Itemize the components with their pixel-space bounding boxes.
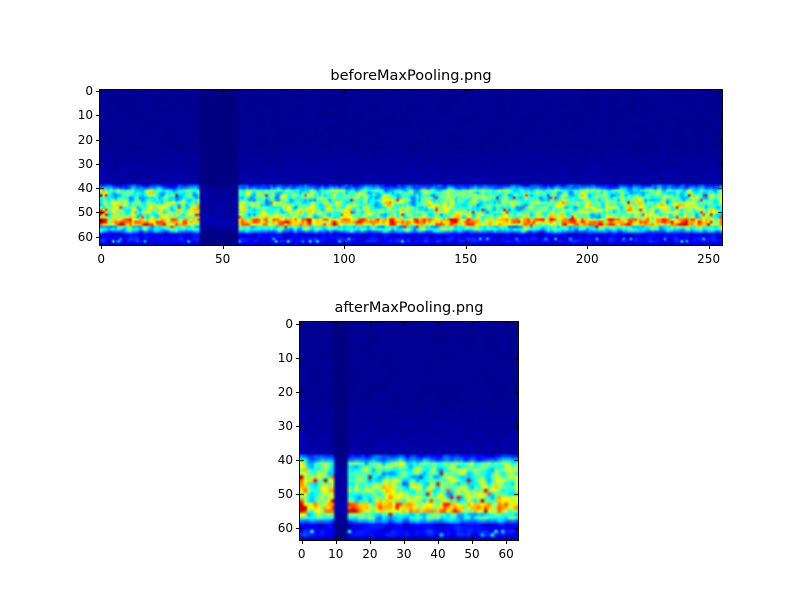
y-tick-label: 20 [277,384,293,399]
y-tick-label: 10 [277,350,293,365]
x-tick-label: 250 [697,252,721,266]
x-tick-mark [302,541,303,544]
y-tick-label: 0 [85,84,93,99]
y-tick-label: 60 [77,229,93,244]
x-tick-label: 60 [498,547,514,561]
x-tick-mark [101,246,102,249]
y-tick-label: 0 [285,316,293,331]
x-tick-mark [438,541,439,544]
x-tick-mark [223,246,224,249]
y-tick-mark [296,392,299,393]
x-tick-mark [709,246,710,249]
x-tick-label: 0 [297,547,306,561]
x-tick-label: 20 [362,547,378,561]
x-tick-mark [587,246,588,249]
plot-after-maxpooling: afterMaxPooling.png 0 10 20 30 40 50 60 0 10 20 30… [278,300,519,561]
plot-title-before: beforeMaxPooling.png [330,68,492,84]
x-tick-label: 200 [575,252,599,266]
x-tick-label: 100 [332,252,356,266]
x-tick-label: 50 [464,547,480,561]
x-tick-mark [370,541,371,544]
y-tick-label: 60 [277,521,293,536]
x-tick-label: 40 [430,547,446,561]
y-tick-label: 30 [77,156,93,171]
y-tick-mark [296,528,299,529]
heatmap-canvas-before [99,89,723,246]
x-tick-mark [336,541,337,544]
plot-title-after: afterMaxPooling.png [334,300,484,316]
y-tick-mark [96,140,99,141]
x-tick-label: 50 [215,252,231,266]
y-tick-mark [96,164,99,165]
x-tick-mark [506,541,507,544]
y-tick-mark [296,460,299,461]
x-tick-label: 150 [454,252,478,266]
x-tick-label: 10 [328,547,344,561]
y-tick-mark [96,115,99,116]
x-tick-mark [404,541,405,544]
x-tick-mark [344,246,345,249]
y-tick-label: 40 [77,181,93,196]
y-tick-mark [296,494,299,495]
y-tick-mark [296,426,299,427]
y-tick-mark [96,212,99,213]
y-tick-label: 40 [277,452,293,467]
y-tick-label: 30 [277,418,293,433]
y-tick-label: 50 [277,487,293,502]
y-tick-mark [96,237,99,238]
x-tick-label: 0 [97,252,106,266]
y-tick-label: 50 [77,205,93,220]
y-tick-mark [296,358,299,359]
plot-before-maxpooling: beforeMaxPooling.png 0 50 100 150 200 250 0 10 2… [78,68,723,266]
y-tick-label: 20 [77,132,93,147]
x-tick-mark [472,541,473,544]
y-tick-label: 10 [77,108,93,123]
y-tick-mark [296,324,299,325]
heatmap-canvas-after [299,321,519,541]
x-tick-mark [466,246,467,249]
y-tick-mark [96,91,99,92]
x-tick-label: 30 [396,547,412,561]
y-tick-mark [96,188,99,189]
